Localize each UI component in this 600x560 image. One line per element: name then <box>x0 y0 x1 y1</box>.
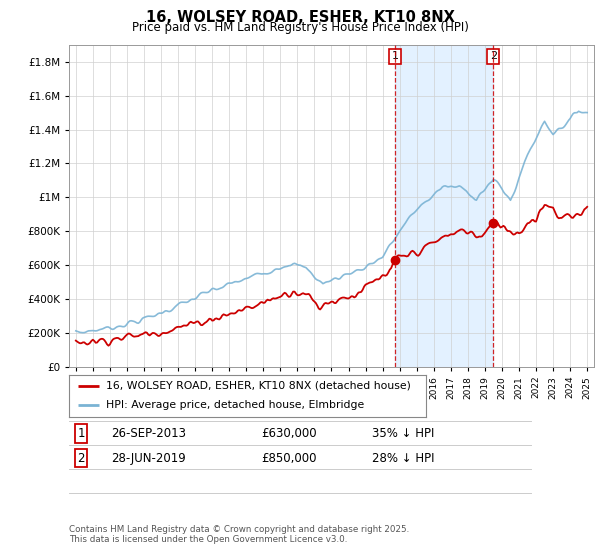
Text: £630,000: £630,000 <box>261 427 317 440</box>
Text: 2: 2 <box>77 451 85 465</box>
Text: 28% ↓ HPI: 28% ↓ HPI <box>372 451 434 465</box>
Text: Contains HM Land Registry data © Crown copyright and database right 2025.
This d: Contains HM Land Registry data © Crown c… <box>69 525 409 544</box>
Text: 16, WOLSEY ROAD, ESHER, KT10 8NX (detached house): 16, WOLSEY ROAD, ESHER, KT10 8NX (detach… <box>106 381 412 391</box>
Text: £850,000: £850,000 <box>261 451 317 465</box>
Text: 26-SEP-2013: 26-SEP-2013 <box>111 427 186 440</box>
Text: 28-JUN-2019: 28-JUN-2019 <box>111 451 186 465</box>
Text: Price paid vs. HM Land Registry's House Price Index (HPI): Price paid vs. HM Land Registry's House … <box>131 21 469 34</box>
Text: 1: 1 <box>392 52 398 61</box>
Text: HPI: Average price, detached house, Elmbridge: HPI: Average price, detached house, Elmb… <box>106 400 365 410</box>
Text: 2: 2 <box>490 52 497 61</box>
Text: 16, WOLSEY ROAD, ESHER, KT10 8NX: 16, WOLSEY ROAD, ESHER, KT10 8NX <box>146 10 454 25</box>
Text: 35% ↓ HPI: 35% ↓ HPI <box>372 427 434 440</box>
Text: 1: 1 <box>77 427 85 440</box>
Bar <box>395 45 493 367</box>
